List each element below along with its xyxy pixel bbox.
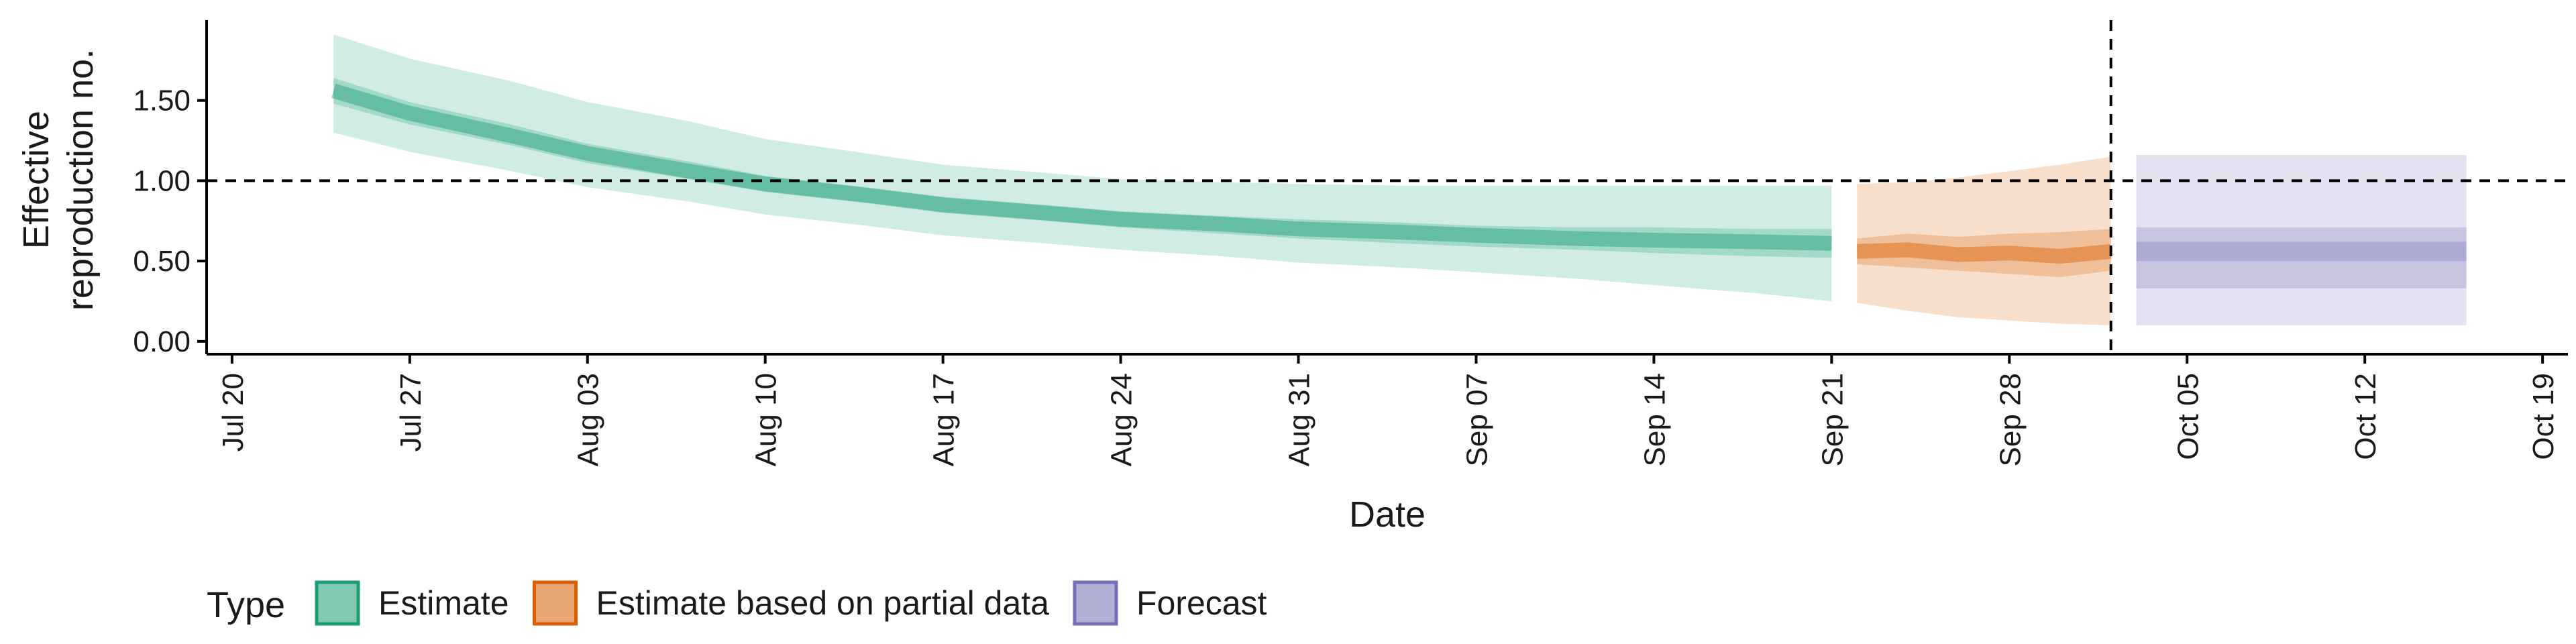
legend-label-estimate: Estimate — [378, 584, 509, 622]
x-tick-label: Aug 24 — [1106, 373, 1138, 466]
y-axis-title-line-2: reproduction no. — [60, 49, 101, 311]
legend-title: Type — [207, 585, 285, 625]
estimate-median-line — [331, 83, 1832, 251]
y-tick-label: 0.50 — [133, 245, 191, 278]
x-tick-label: Aug 10 — [750, 373, 783, 466]
x-tick-label: Aug 17 — [928, 373, 961, 466]
y-tick-label: 0.00 — [133, 325, 191, 358]
legend-key-estimate-based-on-partial-data — [533, 580, 578, 626]
y-axis-title-line-1: Effective — [16, 111, 56, 249]
x-axis-title: Date — [1349, 494, 1426, 535]
x-tick-label: Oct 05 — [2171, 373, 2204, 460]
legend: Type Estimate Estimate based on partial d… — [207, 580, 1267, 626]
legend-key-forecast — [1073, 580, 1118, 626]
x-tick-label: Sep 14 — [1638, 373, 1671, 466]
estimate-based-on-partial-data-band-90 — [1857, 156, 2111, 325]
x-tick-label: Jul 27 — [394, 373, 427, 451]
forecast-band-20 — [2136, 241, 2467, 262]
x-tick-label: Sep 21 — [1816, 373, 1849, 466]
forecast-band-90 — [2136, 155, 2467, 325]
estimate-based-on-partial-data-median-line — [1856, 242, 2112, 264]
x-tick-label: Jul 20 — [217, 373, 250, 451]
axes — [205, 20, 2568, 356]
estimate-based-on-partial-data-band-50 — [1857, 229, 2111, 278]
x-tick-label: Aug 31 — [1283, 373, 1316, 466]
legend-label-forecast: Forecast — [1136, 584, 1267, 622]
x-tick-label: Oct 12 — [2349, 373, 2382, 460]
legend-key-estimate — [315, 580, 360, 626]
median-lines — [331, 83, 2112, 264]
y-tick-label: 1.00 — [133, 164, 191, 197]
x-tick-label: Sep 07 — [1461, 373, 1494, 466]
x-tick-label: Oct 19 — [2527, 373, 2560, 460]
y-tick-label: 1.50 — [133, 85, 191, 117]
forecast-band-50 — [2136, 227, 2467, 288]
legend-label-estimate-based-on-partial-data: Estimate based on partial data — [596, 584, 1050, 622]
estimate-band-50 — [333, 78, 1832, 258]
uncertainty-bands — [333, 34, 2467, 325]
x-tick-label: Aug 03 — [572, 373, 605, 466]
x-axis-ticks: Jul 20 Jul 27 Aug 03 Aug 10 Aug 17 Aug 24 Aug … — [217, 354, 2560, 466]
estimate-band-90 — [333, 34, 1832, 301]
x-tick-label: Sep 28 — [1994, 373, 2027, 466]
y-axis-ticks: 0.00 0.50 1.00 1.50 — [133, 85, 207, 358]
